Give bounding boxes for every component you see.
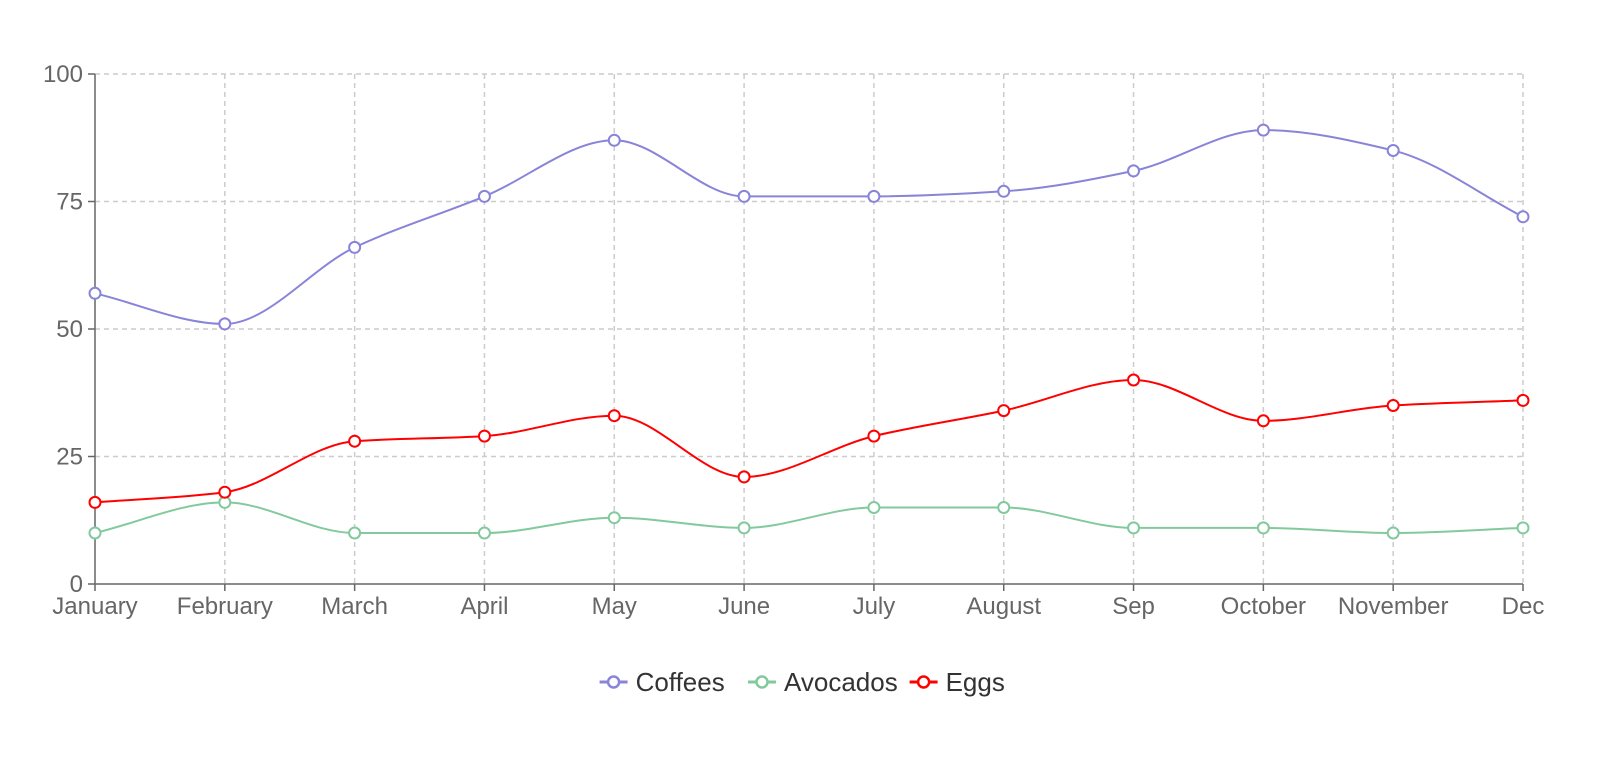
eggs-point [477,429,491,443]
avocados-line [94,501,1524,535]
coffees-point [737,189,751,203]
x-tick-label: August [966,593,1041,620]
coffees-point [607,133,621,147]
avocados-point [88,526,102,540]
avocados-point [1516,521,1530,535]
x-tick-label: Dec [1502,593,1545,620]
coffees-line [94,129,1524,325]
avocados-point [1386,526,1400,540]
legend-label: Avocados [784,667,898,697]
x-tick-label: October [1221,593,1306,620]
legend: Coffees Avocados Eggs [599,667,1005,697]
series-eggs [88,373,1530,509]
series-group [88,123,1530,540]
grid [95,73,1524,584]
y-tick-label: 25 [56,444,83,471]
x-tick-label: April [460,593,508,620]
coffees-point [1386,144,1400,157]
x-tick-label: November [1338,593,1449,620]
eggs-point [218,485,232,499]
series-coffees [88,123,1530,331]
avocados-point [1127,521,1141,535]
legend-item-avocados: Avocados [748,667,898,697]
coffees-point [997,184,1011,198]
avocados-point [477,526,491,540]
avocados-point [348,526,362,540]
legend-label: Coffees [636,667,725,697]
x-tick-label: June [718,593,770,620]
eggs-point [348,434,362,448]
axes: 0 25 50 75 100 January February March April May Ju… [43,61,1544,620]
eggs-point [88,495,102,509]
coffees-point [218,317,232,331]
x-tick-label: Sep [1112,593,1155,620]
eggs-point [1256,414,1270,428]
avocados-point [607,511,621,525]
eggs-point [1127,373,1141,387]
eggs-point [997,404,1011,418]
x-tick-label: January [52,593,137,620]
x-tick-label: July [853,593,896,620]
coffees-point [88,286,102,300]
coffees-point [348,240,362,254]
avocados-point [1256,521,1270,535]
coffees-point [1516,210,1530,224]
legend-item-eggs: Eggs [909,667,1005,697]
eggs-point [737,470,751,484]
x-tick-label: May [592,593,637,620]
y-tick-label: 75 [56,189,83,216]
eggs-point [1386,399,1400,412]
eggs-point [1516,393,1530,407]
legend-swatch-dot [755,675,769,689]
y-tick-label: 100 [43,61,83,88]
eggs-point [867,429,881,443]
legend-swatch-dot [916,675,931,689]
avocados-point [997,501,1011,514]
x-tick-label: March [321,593,388,620]
avocados-point [737,521,751,535]
legend-label: Eggs [946,667,1005,697]
coffees-point [1127,164,1141,178]
y-tick-label: 50 [56,316,83,343]
eggs-point [607,409,621,423]
y-tick-label: 0 [70,571,83,598]
coffees-point [477,189,491,203]
coffees-point [1256,123,1270,137]
eggs-line [94,378,1524,504]
avocados-point [867,501,881,514]
x-tick-label: February [177,593,273,620]
legend-item-coffees: Coffees [599,667,725,697]
coffees-point [867,189,881,203]
series-avocados [88,495,1530,540]
legend-swatch-dot [606,675,621,689]
